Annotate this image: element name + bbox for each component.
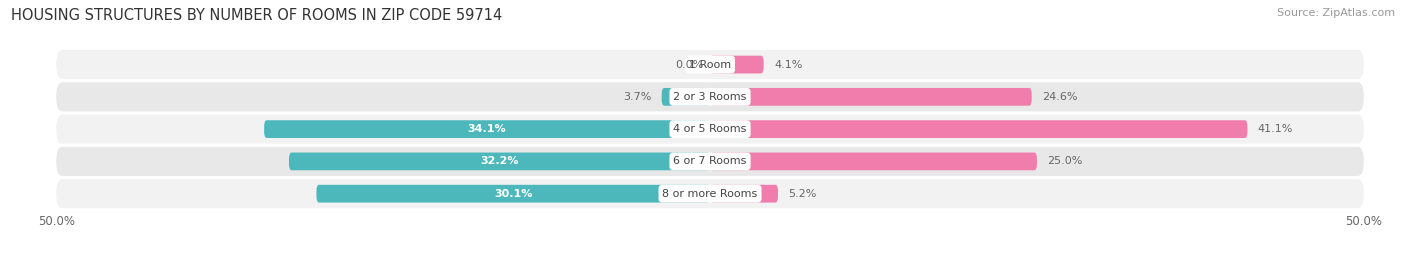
Text: 3.7%: 3.7% [623, 92, 651, 102]
FancyBboxPatch shape [662, 88, 710, 106]
Text: 24.6%: 24.6% [1042, 92, 1077, 102]
FancyBboxPatch shape [56, 82, 1364, 111]
FancyBboxPatch shape [710, 120, 1247, 138]
FancyBboxPatch shape [56, 179, 1364, 208]
FancyBboxPatch shape [290, 153, 710, 170]
Text: 4 or 5 Rooms: 4 or 5 Rooms [673, 124, 747, 134]
Text: Source: ZipAtlas.com: Source: ZipAtlas.com [1277, 8, 1395, 18]
Text: 25.0%: 25.0% [1047, 156, 1083, 167]
Text: 8 or more Rooms: 8 or more Rooms [662, 189, 758, 199]
Text: 34.1%: 34.1% [468, 124, 506, 134]
Text: 2 or 3 Rooms: 2 or 3 Rooms [673, 92, 747, 102]
FancyBboxPatch shape [710, 56, 763, 73]
Text: 30.1%: 30.1% [494, 189, 533, 199]
FancyBboxPatch shape [710, 153, 1038, 170]
FancyBboxPatch shape [710, 88, 1032, 106]
Text: 32.2%: 32.2% [481, 156, 519, 167]
Text: 6 or 7 Rooms: 6 or 7 Rooms [673, 156, 747, 167]
Text: 41.1%: 41.1% [1258, 124, 1294, 134]
Text: 4.1%: 4.1% [775, 59, 803, 70]
Text: HOUSING STRUCTURES BY NUMBER OF ROOMS IN ZIP CODE 59714: HOUSING STRUCTURES BY NUMBER OF ROOMS IN… [11, 8, 502, 23]
FancyBboxPatch shape [264, 120, 710, 138]
FancyBboxPatch shape [56, 50, 1364, 79]
Text: 1 Room: 1 Room [689, 59, 731, 70]
FancyBboxPatch shape [56, 115, 1364, 144]
FancyBboxPatch shape [710, 185, 778, 203]
FancyBboxPatch shape [56, 147, 1364, 176]
Text: 0.0%: 0.0% [675, 59, 703, 70]
Text: 5.2%: 5.2% [789, 189, 817, 199]
FancyBboxPatch shape [316, 185, 710, 203]
